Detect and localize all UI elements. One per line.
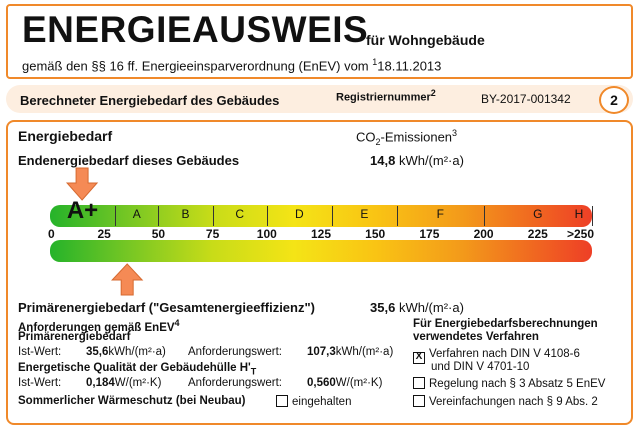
scale-label: 150: [365, 227, 386, 241]
ist-value-readout: 35,6kWh/(m²·a): [86, 346, 166, 358]
class-divider: [331, 206, 333, 226]
envelope-ist-readout: 0,184W/(m²·K): [86, 377, 161, 389]
method-din-label-2: und DIN V 4701-10: [431, 361, 530, 373]
page-title: ENERGIEAUSWEIS: [22, 9, 369, 50]
method-din-label-1: Verfahren nach DIN V 4108-6: [429, 348, 580, 360]
header-box: ENERGIEAUSWEIS für Wohngebäude gemäß den…: [6, 4, 633, 79]
scale-label: 75: [205, 227, 220, 241]
requirement-value-unit: kWh/(m²·a): [335, 346, 394, 358]
envelope-heading-text: Energetische Qualität der Gebäudehülle H…: [18, 362, 251, 374]
primary-energy-label: Primärenergiebedarf ("Gesamtenergieeffiz…: [18, 300, 315, 315]
requirement-value-label: Anforderungswert:: [188, 346, 282, 358]
class-divider: [396, 206, 398, 226]
co2-note: 3: [452, 128, 458, 138]
requirements-heading: Anforderungen gemäß EnEV4: [18, 318, 180, 334]
requirements-note: 4: [174, 318, 180, 328]
registration-note: 2: [430, 88, 436, 98]
page-number-badge: 2: [599, 86, 629, 114]
scale-label: 100: [256, 227, 277, 241]
end-energy-label: Endenergiebedarf dieses Gebäudes: [18, 153, 240, 168]
scale-label: 0: [48, 227, 55, 241]
method-vereinfachung-label: Vereinfachungen nach § 9 Abs. 2: [429, 396, 598, 408]
energy-class-a: A: [132, 207, 141, 221]
summer-protection-label: Sommerlicher Wärmeschutz (bei Neubau): [18, 395, 246, 407]
primary-energy-unit: kWh/(m²·a): [398, 300, 464, 315]
summer-protection-option[interactable]: eingehalten: [276, 395, 351, 408]
envelope-ist-value: 0,184: [86, 377, 115, 389]
class-divider: [266, 206, 268, 226]
method-regelung-label: Regelung nach § 3 Absatz 5 EnEV: [429, 378, 606, 390]
co2-label: CO2-Emissionen3: [356, 128, 457, 147]
class-divider: [115, 206, 117, 226]
ist-value-label: Ist-Wert:: [18, 346, 62, 358]
scale-label: 225: [527, 227, 548, 241]
scale-label: 200: [473, 227, 494, 241]
envelope-requirement-value: 0,560: [307, 377, 336, 389]
co2-sub: 2: [375, 136, 381, 147]
method-option-din[interactable]: X Verfahren nach DIN V 4108-6: [413, 348, 580, 364]
energy-class-e: E: [360, 207, 369, 221]
co2-prefix: CO: [356, 129, 376, 145]
subtitle-note: 1: [372, 57, 378, 67]
scale-label: 25: [97, 227, 111, 241]
scale-label: 50: [151, 227, 166, 241]
scale-label: >250: [566, 227, 594, 241]
energy-class-c: C: [235, 207, 245, 221]
energy-scale-bar-lower: [50, 240, 592, 262]
end-energy-value: 14,8: [370, 153, 396, 168]
end-energy-unit: kWh/(m²·a): [398, 153, 464, 168]
scale-label: 175: [419, 227, 440, 241]
registration-label-text: Registriernummer: [336, 91, 431, 104]
class-divider: [592, 206, 593, 226]
requirement-value-readout: 107,3kWh/(m²·a): [307, 346, 393, 358]
energy-class-d: D: [294, 207, 304, 221]
requirement-value: 107,3: [307, 346, 336, 358]
method-vereinfachung-checkbox[interactable]: [413, 395, 425, 407]
energy-box: [6, 120, 633, 425]
method-option-regelung[interactable]: Regelung nach § 3 Absatz 5 EnEV: [413, 377, 605, 390]
envelope-heading-sub: T: [250, 366, 257, 377]
class-divider: [158, 206, 160, 226]
co2-suffix: -Emissionen: [380, 129, 453, 145]
requirements-subheading: Primärenergiebedarf: [18, 331, 131, 343]
method-option-vereinfachung[interactable]: Vereinfachungen nach § 9 Abs. 2: [413, 395, 598, 408]
title-suffix: für Wohngebäude: [366, 32, 485, 48]
method-din-checkbox[interactable]: X: [413, 352, 425, 364]
method-heading-1: Für Energiebedarfsberechnungen: [413, 318, 598, 330]
envelope-requirement-unit: W/(m²·K): [335, 377, 383, 389]
energiebedarf-heading: Energiebedarf: [18, 128, 113, 144]
section-bar: Berechneter Energiebedarf des Gebäudes R…: [6, 85, 633, 113]
method-heading-2: verwendetes Verfahren: [413, 331, 539, 343]
energy-scale-bar: [50, 205, 592, 227]
envelope-ist-unit: W/(m²·K): [114, 377, 162, 389]
subtitle: gemäß den §§ 16 ff. Energieeinsparverord…: [22, 57, 441, 73]
energy-class-h: H: [574, 207, 584, 221]
primary-energy-readout: 35,6 kWh/(m²·a): [370, 300, 464, 315]
energy-class-g: G: [533, 207, 543, 221]
energy-class-a-plus: A+: [66, 197, 99, 224]
primary-energy-value: 35,6: [370, 300, 396, 315]
summer-checkbox-label: eingehalten: [292, 396, 352, 408]
subtitle-text: gemäß den §§ 16 ff. Energieeinsparverord…: [22, 58, 369, 74]
envelope-heading: Energetische Qualität der Gebäudehülle H…: [18, 362, 256, 376]
registration-label: Registriernummer2: [336, 88, 436, 104]
end-energy-readout: 14,8 kWh/(m²·a): [370, 153, 464, 168]
energy-class-b: B: [181, 207, 190, 221]
envelope-ist-label: Ist-Wert:: [18, 377, 62, 389]
summer-checkbox[interactable]: [276, 395, 288, 407]
envelope-requirement-label: Anforderungswert:: [188, 377, 282, 389]
registration-number: BY-2017-001342: [481, 92, 571, 106]
ist-value-unit: kWh/(m²·a): [108, 346, 166, 358]
ist-value: 35,6: [86, 346, 109, 358]
energy-class-f: F: [436, 207, 444, 221]
subtitle-date: 18.11.2013: [377, 58, 442, 74]
envelope-requirement-readout: 0,560W/(m²·K): [307, 377, 382, 389]
method-regelung-checkbox[interactable]: [413, 377, 425, 389]
section-label: Berechneter Energiebedarf des Gebäudes: [20, 93, 280, 108]
scale-label: 125: [310, 227, 332, 241]
class-divider: [483, 206, 485, 226]
requirements-heading-text: Anforderungen gemäß EnEV: [18, 321, 175, 334]
class-divider: [212, 206, 214, 226]
